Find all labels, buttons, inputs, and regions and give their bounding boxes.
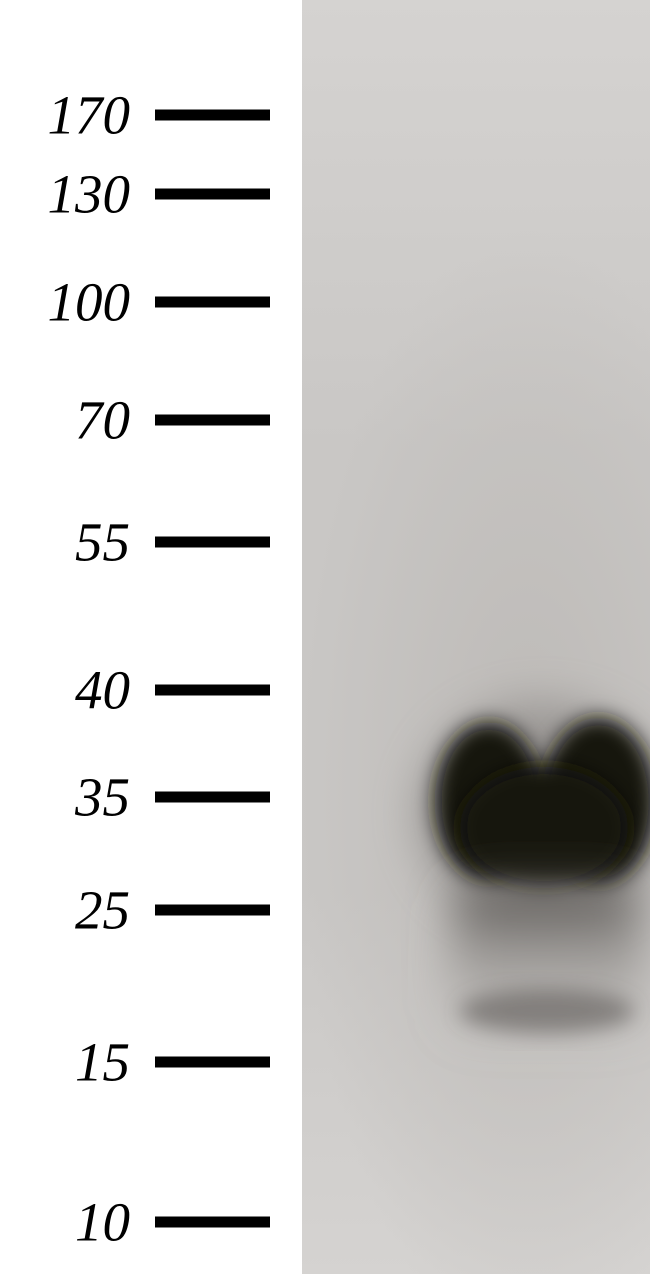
- ladder-marker-label: 100: [48, 271, 131, 334]
- ladder-marker-tick: [155, 1057, 270, 1068]
- ladder-marker-tick: [155, 905, 270, 916]
- ladder-marker-label: 10: [75, 1191, 130, 1254]
- ladder-marker-tick: [155, 792, 270, 803]
- ladder-marker-label: 170: [48, 84, 131, 147]
- ladder-marker-row: 70: [0, 393, 300, 448]
- ladder-marker-tick: [155, 110, 270, 121]
- ladder-marker-row: 15: [0, 1035, 300, 1090]
- blot-bands-svg: [302, 0, 650, 1274]
- ladder-marker-row: 35: [0, 770, 300, 825]
- ladder-marker-tick: [155, 415, 270, 426]
- ladder-marker-label: 130: [48, 163, 131, 226]
- ladder-marker-tick: [155, 189, 270, 200]
- ladder-marker-row: 130: [0, 167, 300, 222]
- ladder-marker-row: 10: [0, 1195, 300, 1250]
- ladder-marker-label: 25: [75, 879, 130, 942]
- ladder-marker-tick: [155, 297, 270, 308]
- ladder-marker-label: 70: [75, 389, 130, 452]
- ladder-marker-tick: [155, 685, 270, 696]
- ladder-marker-row: 100: [0, 275, 300, 330]
- ladder-marker-label: 55: [75, 511, 130, 574]
- ladder-marker-label: 40: [75, 659, 130, 722]
- ladder-marker-tick: [155, 1217, 270, 1228]
- ladder-marker-label: 15: [75, 1031, 130, 1094]
- ladder-marker-row: 170: [0, 88, 300, 143]
- ladder-marker-row: 55: [0, 515, 300, 570]
- band-smear: [452, 880, 642, 1040]
- ladder-marker-row: 25: [0, 883, 300, 938]
- ladder-marker-row: 40: [0, 663, 300, 718]
- molecular-weight-ladder: 170 130 100 70 55 40 35 25 15 10: [0, 0, 300, 1274]
- ladder-marker-tick: [155, 537, 270, 548]
- ladder-marker-label: 35: [75, 766, 130, 829]
- western-blot-lane-region: [302, 0, 650, 1274]
